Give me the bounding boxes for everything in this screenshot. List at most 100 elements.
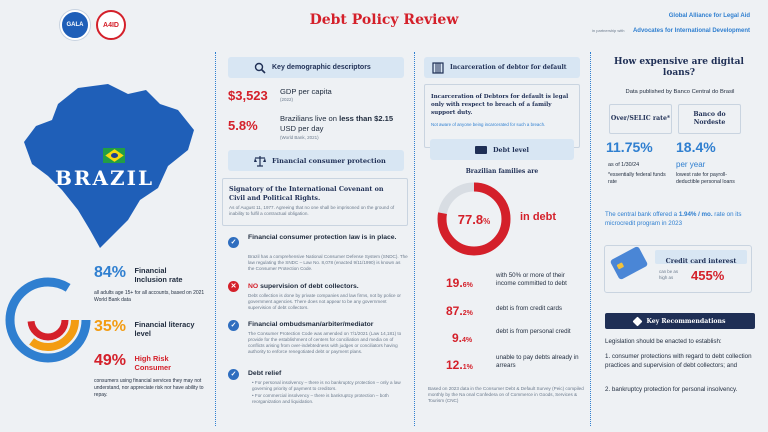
brazil-map: [24, 84, 194, 248]
debt-row-value: 87.2%: [446, 304, 473, 318]
item2-title-rest: supervision of debt collectors.: [258, 283, 359, 290]
covenant-text: As of August 11, 1977. Agreeing that no …: [229, 205, 395, 216]
donut-value-pct: %: [483, 217, 491, 226]
divider-2: [414, 52, 415, 426]
item4-title: Debt relief: [248, 370, 282, 377]
demographic-header: Key demographic descriptors: [228, 57, 404, 78]
stat-risk-value: 49%: [94, 352, 127, 369]
item2-text: Debt collection is done by private compa…: [248, 293, 401, 310]
gavel-icon: [633, 316, 643, 326]
debt-row-value: 9.4%: [452, 331, 473, 345]
stat-literacy-value: 35%: [94, 318, 127, 335]
credit-card-box: Credit card interest can be as high as 4…: [604, 245, 752, 293]
prison-icon: [432, 61, 444, 74]
partner-small: in partnership with: [592, 28, 625, 33]
gala-logo-text: GALA: [66, 22, 84, 28]
stat-inclusion: 84% Financial Inclusion rate: [94, 264, 210, 284]
selic-note1: as of 1/30/24: [608, 162, 640, 168]
poverty-label-bold: less than $2.15: [339, 114, 394, 123]
consumer-header: Financial consumer protection: [228, 150, 404, 171]
central-bank-text: The central bank offered a 1.94% / mo. r…: [605, 210, 753, 228]
debt-row: 12.1%: [446, 356, 473, 374]
flag-diamond: [104, 149, 124, 162]
credit-card-title-box: Credit card interest: [655, 250, 747, 265]
debt-donut: [437, 182, 511, 256]
covenant-box: Signatory of the International Covenant …: [222, 178, 408, 226]
nordeste-note: lowest rate for payroll-deductible perso…: [676, 172, 735, 185]
rate-card-selic: Over/SELIC rate*: [609, 104, 672, 134]
debt-subtitle: Brazilian families are: [465, 168, 539, 175]
page-title: Debt Policy Review: [309, 12, 459, 28]
item2-title-red: NO: [248, 283, 259, 290]
recs-title: Key Recommendations: [646, 317, 726, 325]
debt-row: 19.6%: [446, 274, 586, 292]
poverty-label: Brazilians live on less than $2.15 USD p…: [280, 114, 410, 133]
nordeste-head: Banco do Nordeste: [693, 111, 726, 126]
consumer-title: Financial consumer protection: [272, 156, 386, 165]
item4-bullet1-text: For personal insolvency – there is no ba…: [252, 380, 401, 391]
partner-line1: Global Alliance for Legal Aid: [668, 13, 750, 19]
debt-row-value: 19.6%: [446, 276, 473, 290]
central-post: rate on its microcredit program in 2023: [605, 211, 742, 227]
poverty-value: 5.8%: [228, 118, 258, 133]
item1-title: Financial consumer protection law is in …: [248, 234, 397, 241]
a4id-logo: A4ID: [96, 10, 126, 40]
recs-header: Key Recommendations: [605, 313, 755, 329]
stat-inclusion-value: 84%: [94, 264, 127, 281]
poverty-label-pre: Brazilians live on: [280, 114, 340, 123]
debt-header: Debt level: [430, 139, 574, 160]
check-icon: ✓: [228, 237, 239, 248]
credit-card-value: 455%: [691, 268, 725, 283]
item4-bullet2: • For commercial insolvency – there is b…: [252, 393, 389, 404]
stats-rings: [5, 277, 91, 363]
country-name: BRAZIL: [55, 166, 155, 190]
nordeste-value: 18.4%: [676, 139, 716, 155]
recs-item: 2. bankruptcy protection for personal in…: [605, 386, 738, 393]
ring-risk: [27, 299, 69, 341]
item4-bullet2-text: For commercial insolvency – there is ban…: [252, 393, 389, 404]
gdp-value: $3,523: [228, 88, 268, 103]
donut-value: 77.8%: [436, 211, 512, 229]
item2-title: NO supervision of debt collectors.: [248, 283, 406, 290]
stat-literacy: 35% Financial literacy level: [94, 318, 212, 338]
x-icon: ✕: [228, 281, 239, 292]
selic-head: Over/SELIC rate*: [610, 115, 671, 122]
debt-row-text: unable to pay debts already in arrears: [496, 354, 579, 369]
selic-note2: *essentially federal funds rate: [608, 172, 666, 185]
credit-card-small: can be as high as: [659, 269, 679, 280]
flag-globe: [109, 152, 119, 159]
donut-label: in debt: [520, 211, 557, 223]
stat-inclusion-desc: all adults age 15+ for all accounts, bas…: [94, 290, 205, 303]
item4-bullet1: • For personal insolvency – there is no …: [252, 380, 401, 391]
debt-source: Based on 2023 data in the Consumer Debt …: [428, 386, 584, 403]
nordeste-per: per year: [676, 160, 706, 169]
item3-title: Financial ombudsman/arbiter/mediator: [248, 321, 374, 328]
magnifier-icon: [254, 62, 266, 74]
debt-row-text: debt is from credit cards: [496, 305, 563, 312]
rate-card-nordeste: Banco do Nordeste: [678, 104, 741, 134]
divider-1: [215, 52, 216, 426]
check-icon: ✓: [228, 320, 239, 331]
partner-line2: Advocates for International Development: [632, 28, 750, 34]
gala-logo: GALA: [60, 10, 90, 40]
gdp-label: GDP per capita: [280, 87, 332, 96]
a4id-logo-text: A4ID: [103, 21, 119, 29]
selic-value: 11.75%: [606, 139, 653, 155]
ring-literacy: [17, 289, 79, 351]
credit-card-icon: [609, 245, 649, 281]
debt-row: 87.2%: [446, 302, 473, 320]
central-bold: 1.94% / mo.: [678, 211, 713, 218]
covenant-title: Signatory of the International Covenant …: [229, 185, 384, 202]
stat-risk-desc: consumers using financial services they …: [94, 378, 204, 398]
stat-literacy-label: Financial literacy level: [134, 320, 195, 338]
incarceration-header: Incarceration of debtor for default: [424, 57, 580, 78]
loans-source: Data published by Banco Central do Brasi…: [625, 89, 735, 95]
donut-arc: [437, 182, 511, 256]
debt-row-text: with 50% or more of their income committ…: [496, 272, 567, 287]
scales-icon: [254, 155, 266, 167]
ring-inclusion: [5, 277, 91, 363]
debt-title: Debt level: [493, 145, 529, 154]
debt-row-value: 12.1%: [446, 358, 473, 372]
debt-row: 9.4%: [452, 329, 472, 347]
stat-risk-label: High Risk Consumer: [134, 354, 172, 372]
